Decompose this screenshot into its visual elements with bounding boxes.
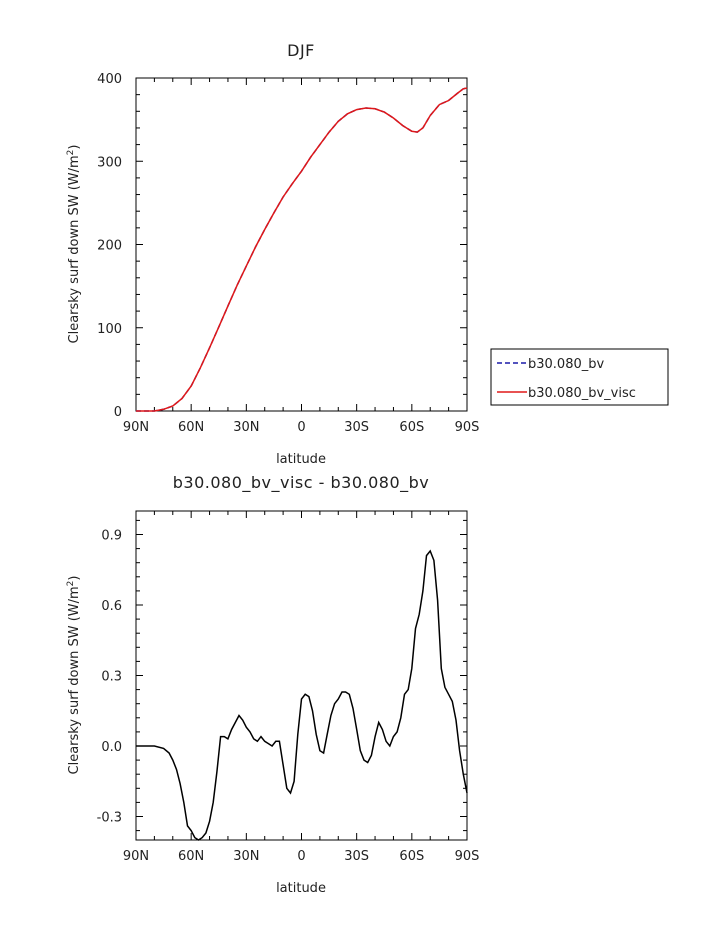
top-x-tick-label: 0 <box>297 420 305 435</box>
bottom-plot-frame <box>135 510 468 841</box>
top-x-tick-label: 30S <box>344 420 369 435</box>
bottom-y-tick-label: -0.3 <box>97 811 122 826</box>
top-x-tick-label: 90S <box>455 420 480 435</box>
legend-box <box>490 348 669 406</box>
top-plot-frame <box>135 77 468 412</box>
top-chart-panel: DJF 90N 60N 30N 0 30S 60S 90S 0 100 200 300 400 la… <box>66 41 669 467</box>
top-x-tick-label: 90N <box>123 420 149 435</box>
bottom-y-tick-label: 0.9 <box>101 529 122 544</box>
top-y-tick-label: 100 <box>97 322 122 337</box>
bottom-x-tick-label: 30S <box>344 849 369 864</box>
bottom-chart-title: b30.080_bv_visc - b30.080_bv <box>173 473 430 493</box>
bottom-x-tick-label: 90S <box>455 849 480 864</box>
bottom-x-tick-label: 60S <box>399 849 424 864</box>
bottom-y-tick-label: 0.6 <box>101 599 122 614</box>
top-y-tick-label: 400 <box>97 72 122 87</box>
legend: b30.080_bv b30.080_bv_visc <box>490 348 669 406</box>
bottom-y-tick-label: 0.0 <box>101 740 122 755</box>
bottom-y-axis-label: Clearsky surf down SW (W/m2) <box>66 576 82 775</box>
top-series-line-1 <box>136 87 468 412</box>
bottom-x-tick-label: 0 <box>297 849 305 864</box>
top-y-tick-label: 200 <box>97 239 122 254</box>
top-y-tick-label: 300 <box>97 155 122 170</box>
bottom-x-axis-label: latitude <box>276 881 326 896</box>
bottom-x-tick-label: 60N <box>178 849 204 864</box>
top-chart-title: DJF <box>287 41 315 60</box>
bottom-x-tick-label: 30N <box>233 849 259 864</box>
bottom-series-line-0 <box>136 549 468 841</box>
bottom-y-tick-label: 0.3 <box>101 670 122 685</box>
legend-label-series-1: b30.080_bv_visc <box>528 386 636 401</box>
top-series-line-0 <box>136 87 468 412</box>
top-y-axis-label: Clearsky surf down SW (W/m2) <box>66 145 82 344</box>
top-x-axis-label: latitude <box>276 452 326 467</box>
bottom-x-tick-label: 90N <box>123 849 149 864</box>
top-x-tick-label: 60S <box>399 420 424 435</box>
top-x-tick-label: 60N <box>178 420 204 435</box>
legend-label-series-0: b30.080_bv <box>528 357 604 372</box>
top-x-tick-label: 30N <box>233 420 259 435</box>
top-y-tick-label: 0 <box>114 405 122 420</box>
bottom-chart-panel: b30.080_bv_visc - b30.080_bv 90N 60N 30N 0 3… <box>66 473 479 896</box>
